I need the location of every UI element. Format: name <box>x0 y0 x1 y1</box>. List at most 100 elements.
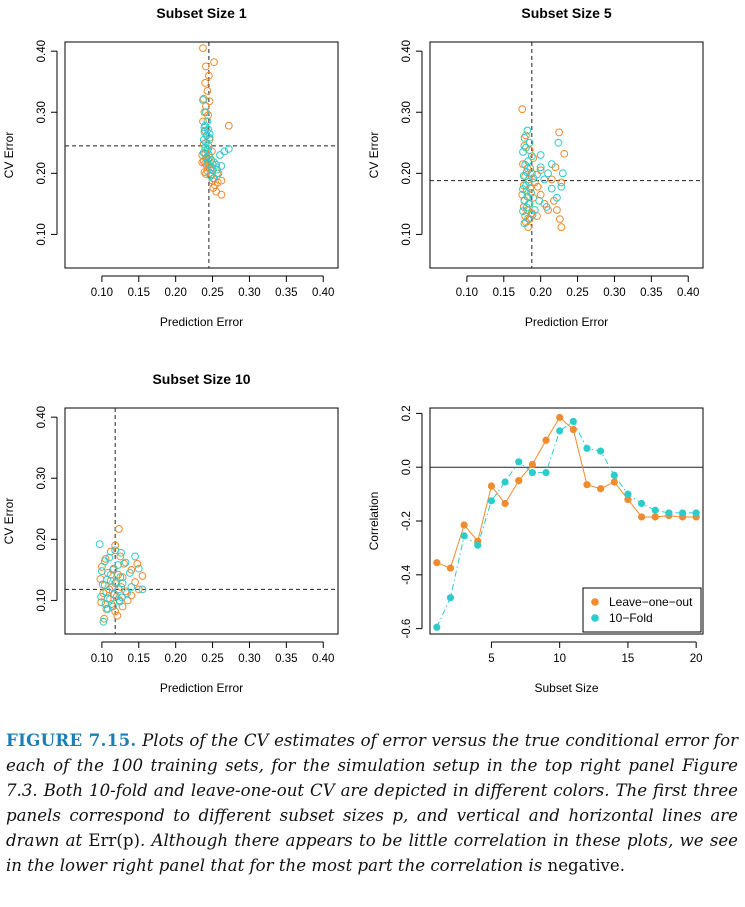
series-point-10-fold <box>542 468 550 477</box>
scatter-point-10-fold <box>536 163 545 172</box>
series-point-10-fold <box>583 444 591 452</box>
x-tick-label: 0.40 <box>312 653 334 665</box>
scatter-point-10-fold <box>519 185 527 194</box>
scatter-point-10-fold <box>520 219 529 228</box>
x-tick-label: 0.10 <box>456 287 478 299</box>
scatter-point-10-fold <box>201 143 210 152</box>
scatter-point-leave-one-out <box>518 105 527 114</box>
plot-frame <box>64 41 339 269</box>
figure: Subset Size 10.10 0.15 0.20 0.25 0.30 0.35 0.4… <box>2 5 704 695</box>
legend-label: Leave−one−out <box>609 595 693 609</box>
x-tick-label: 0.20 <box>164 653 186 665</box>
scatter-point-10-fold <box>520 196 529 205</box>
scatter-point-leave-one-out <box>533 182 542 191</box>
scatter-point-10-fold <box>203 158 212 167</box>
y-tick-label: 0.40 <box>36 40 48 62</box>
y-axis-title: Correlation <box>367 492 381 551</box>
legend-label: 10−Fold <box>609 611 653 625</box>
series-point-leave-one-out <box>556 413 564 422</box>
scatter-point-leave-one-out <box>117 583 125 591</box>
series-point-leave-one-out <box>515 477 523 485</box>
scatter-point-10-fold <box>118 579 127 588</box>
scatter-point-leave-one-out <box>116 552 125 561</box>
y-tick-label: 0.20 <box>401 162 413 184</box>
legend-marker <box>591 614 599 622</box>
scatter-point-10-fold <box>99 617 108 626</box>
scatter-point-10-fold <box>205 129 214 138</box>
scatter-point-10-fold <box>520 133 529 142</box>
y-tick-label: -0.4 <box>401 564 413 584</box>
plot-frame <box>429 407 704 635</box>
scatter-point-10-fold <box>117 593 126 602</box>
y-tick-label: 0.0 <box>401 459 413 475</box>
scatter-point-leave-one-out <box>519 181 528 190</box>
scatter-point-10-fold <box>200 123 209 132</box>
scatter-point-leave-one-out <box>123 596 132 605</box>
plot-frame <box>429 41 704 269</box>
scatter-point-leave-one-out <box>127 591 136 600</box>
series-point-10-fold <box>487 497 496 505</box>
chart-title: Subset Size 1 <box>156 5 246 21</box>
scatter-point-10-fold <box>117 548 125 557</box>
y-tick-label: 0.40 <box>36 406 48 428</box>
scatter-point-leave-one-out <box>202 62 210 71</box>
x-axis-title: Prediction Error <box>525 315 608 329</box>
scatter-point-leave-one-out <box>217 176 226 185</box>
x-tick-label: 0.30 <box>603 287 625 299</box>
series-point-10-fold <box>556 427 564 435</box>
scatter-point-leave-one-out <box>201 79 210 87</box>
scatter-point-10-fold <box>138 585 147 594</box>
x-tick-label: 0.20 <box>529 287 551 299</box>
x-tick-label: 20 <box>690 653 703 665</box>
x-tick-label: 0.15 <box>128 287 150 299</box>
scatter-point-10-fold <box>103 605 112 613</box>
series-point-leave-one-out <box>651 513 659 521</box>
chart-title: Subset Size 5 <box>521 5 611 21</box>
series-point-10-fold <box>624 490 632 498</box>
y-tick-label: 0.30 <box>36 101 48 123</box>
series-point-leave-one-out <box>528 460 536 469</box>
series-point-10-fold <box>460 532 468 540</box>
scatter-point-leave-one-out <box>527 169 536 178</box>
scatter-point-10-fold <box>127 583 136 591</box>
scatter-point-leave-one-out <box>553 206 561 214</box>
scatter-point-leave-one-out <box>203 86 212 95</box>
series-point-10-fold <box>515 458 523 466</box>
scatter-point-10-fold <box>108 583 117 591</box>
y-axis-title: CV Error <box>2 132 16 179</box>
series-point-leave-one-out <box>446 564 455 572</box>
scatter-point-10-fold <box>114 585 123 594</box>
scatter-point-10-fold <box>224 144 233 153</box>
scatter-point-10-fold <box>126 569 134 577</box>
scatter-point-10-fold <box>519 171 528 180</box>
scatter-point-10-fold <box>536 151 545 159</box>
scatter-point-10-fold <box>203 117 212 126</box>
scatter-point-leave-one-out <box>224 121 233 130</box>
y-tick-label: 0.10 <box>36 223 48 245</box>
scatter-point-leave-one-out <box>204 71 213 80</box>
scatter-point-10-fold <box>525 138 534 147</box>
scatter-point-10-fold <box>535 196 544 205</box>
series-point-10-fold <box>474 541 482 549</box>
series-point-10-fold <box>569 417 577 426</box>
scatter-point-leave-one-out <box>138 572 147 580</box>
scatter-point-leave-one-out <box>217 190 226 199</box>
x-tick-label: 0.40 <box>677 287 699 299</box>
scatter-point-10-fold <box>204 151 213 159</box>
x-tick-label: 15 <box>622 653 635 665</box>
scatter-point-10-fold <box>216 151 224 159</box>
scatter-point-10-fold <box>100 557 109 566</box>
legend-box <box>582 587 702 633</box>
x-tick-label: 0.30 <box>238 287 260 299</box>
scatter-point-10-fold <box>212 160 221 169</box>
x-axis-title: Subset Size <box>534 681 598 695</box>
series-point-10-fold <box>637 499 646 508</box>
legend-marker <box>591 598 599 606</box>
scatter-point-10-fold <box>519 207 527 216</box>
scatter-point-10-fold <box>547 184 556 193</box>
plot-frame <box>64 407 339 635</box>
scatter-point-10-fold <box>110 590 119 599</box>
scatter-point-10-fold <box>540 175 549 184</box>
scatter-point-leave-one-out <box>199 44 207 53</box>
scatter-point-10-fold <box>101 600 110 608</box>
